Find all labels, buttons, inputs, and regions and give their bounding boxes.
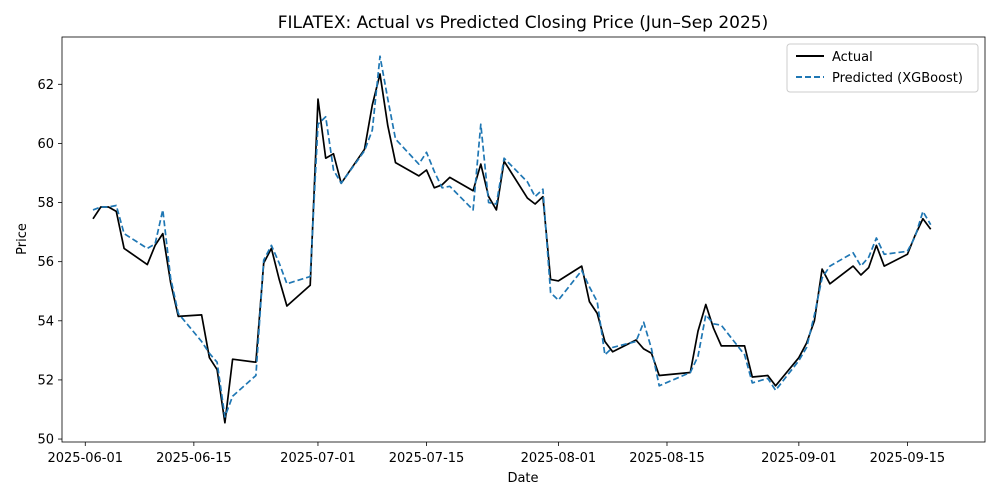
x-tick-label: 2025-06-01	[47, 451, 123, 466]
x-tick-label: 2025-08-15	[629, 451, 705, 466]
x-axis-ticks: 2025-06-01 2025-06-15 2025-07-01 2025-07-15…	[47, 442, 945, 466]
y-axis-ticks: 50 52 54 56 58 60 62	[37, 78, 62, 448]
plot-area-frame	[61, 36, 986, 443]
y-axis-label: Price	[15, 223, 30, 255]
x-tick-label: 2025-09-01	[761, 451, 837, 466]
legend-label-predicted: Predicted (XGBoost)	[832, 71, 963, 86]
y-tick-label: 62	[37, 78, 54, 93]
y-tick-label: 52	[37, 373, 54, 388]
y-tick-label: 58	[37, 196, 54, 211]
x-axis-label: Date	[507, 471, 538, 486]
x-tick-label: 2025-08-01	[521, 451, 597, 466]
x-tick-label: 2025-09-15	[870, 451, 946, 466]
legend: Actual Predicted (XGBoost)	[786, 43, 979, 93]
legend-box	[786, 43, 979, 93]
x-tick-label: 2025-06-15	[156, 451, 232, 466]
y-tick-label: 50	[37, 433, 54, 448]
x-tick-label: 2025-07-01	[280, 451, 356, 466]
legend-label-actual: Actual	[832, 50, 873, 65]
y-tick-label: 56	[37, 255, 54, 270]
y-tick-label: 54	[37, 314, 54, 329]
x-tick-label: 2025-07-15	[389, 451, 465, 466]
series-lines	[92, 55, 932, 424]
series-line-predicted	[92, 55, 932, 418]
chart-title: FILATEX: Actual vs Predicted Closing Pri…	[278, 13, 769, 33]
series-line-actual	[92, 73, 932, 424]
y-tick-label: 60	[37, 137, 54, 152]
